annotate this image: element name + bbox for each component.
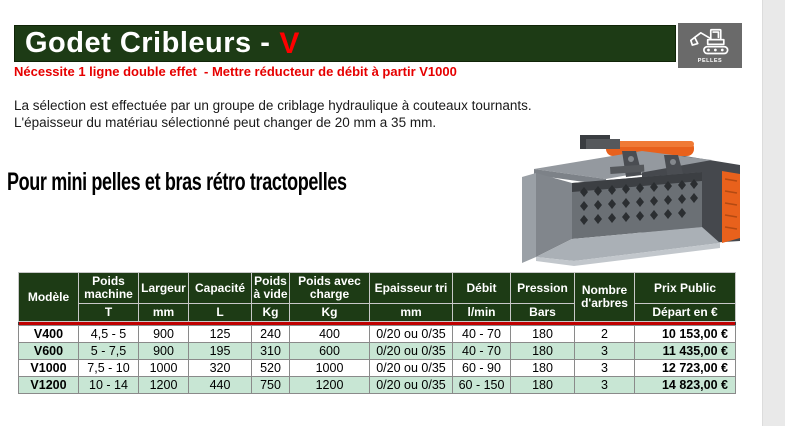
unit-poids-avec-charge: Kg	[289, 303, 370, 322]
unit-debit: l/min	[452, 303, 511, 322]
cell-nombre-arbres: 3	[574, 376, 635, 394]
cell-pression: 180	[510, 342, 575, 360]
cell-capacite: 125	[188, 325, 252, 343]
unit-capacite: L	[188, 303, 252, 322]
screening-bucket-image	[514, 127, 750, 267]
cell-poids-machine: 4,5 - 5	[78, 325, 139, 343]
page-title-model-letter: V	[279, 26, 300, 60]
description-line-2: L'épaisseur du matériau sélectionné peut…	[14, 115, 437, 130]
cell-poids-avec-charge: 400	[289, 325, 370, 343]
cell-debit: 60 - 90	[452, 359, 511, 377]
cell-pression: 180	[510, 325, 575, 343]
cell-largeur: 1000	[138, 359, 189, 377]
cell-epaisseur-tri: 0/20 ou 0/35	[369, 359, 453, 377]
col-header-capacite: Capacité	[188, 272, 252, 304]
unit-poids-machine: T	[78, 303, 139, 322]
cell-poids-machine: 10 - 14	[78, 376, 139, 394]
description-line-1: La sélection est effectuée par un groupe…	[14, 98, 532, 113]
cell-poids-avec-charge: 600	[289, 342, 370, 360]
unit-prix-public: Départ en €	[634, 303, 736, 322]
cell-largeur: 900	[138, 325, 189, 343]
table-row-v1200: V1200 10 - 14 1200 440 750 1200 0/20 ou …	[18, 376, 736, 394]
cell-debit: 40 - 70	[452, 342, 511, 360]
cell-epaisseur-tri: 0/20 ou 0/35	[369, 376, 453, 394]
cell-capacite: 440	[188, 376, 252, 394]
unit-largeur: mm	[138, 303, 189, 322]
col-header-epaisseur-tri: Epaisseur tri	[369, 272, 453, 304]
col-header-largeur: Largeur	[138, 272, 189, 304]
col-header-poids-a-vide: Poids à vide	[251, 272, 290, 304]
title-banner: Godet Cribleurs - V	[14, 25, 676, 62]
specifications-table: Modèle Poids machine Largeur Capacité Po…	[18, 272, 736, 394]
col-header-modele: Modèle	[18, 272, 79, 322]
cell-capacite: 320	[188, 359, 252, 377]
requirement-note: Nécessite 1 ligne double effet - Mettre …	[14, 64, 457, 79]
col-header-poids-avec-charge: Poids avec charge	[289, 272, 370, 304]
cell-poids-a-vide: 310	[251, 342, 290, 360]
cell-model: V400	[18, 325, 79, 343]
table-row-v1000: V1000 7,5 - 10 1000 320 520 1000 0/20 ou…	[18, 359, 736, 377]
cell-poids-machine: 7,5 - 10	[78, 359, 139, 377]
icon-caption: PELLES	[697, 58, 723, 64]
col-header-prix-public: Prix Public	[634, 272, 736, 304]
col-header-debit: Débit	[452, 272, 511, 304]
cell-model: V600	[18, 342, 79, 360]
cell-poids-avec-charge: 1200	[289, 376, 370, 394]
cell-model: V1000	[18, 359, 79, 377]
cell-nombre-arbres: 3	[574, 359, 635, 377]
cell-nombre-arbres: 3	[574, 342, 635, 360]
cell-prix: 11 435,00 €	[634, 342, 736, 360]
unit-pression: Bars	[510, 303, 575, 322]
cell-capacite: 195	[188, 342, 252, 360]
col-header-pression: Pression	[510, 272, 575, 304]
page-edge-strip	[762, 0, 785, 426]
table-unit-row: T mm L Kg Kg mm l/min Bars Départ en €	[19, 303, 736, 322]
cell-largeur: 1200	[138, 376, 189, 394]
cell-epaisseur-tri: 0/20 ou 0/35	[369, 325, 453, 343]
cell-debit: 40 - 70	[452, 325, 511, 343]
section-heading: Pour mini pelles et bras rétro tractopel…	[7, 168, 347, 196]
description-paragraph: La sélection est effectuée par un groupe…	[14, 97, 532, 131]
unit-epaisseur-tri: mm	[369, 303, 453, 322]
table-row-v400: V400 4,5 - 5 900 125 240 400 0/20 ou 0/3…	[18, 325, 736, 343]
cell-prix: 12 723,00 €	[634, 359, 736, 377]
table-header-row: Modèle Poids machine Largeur Capacité Po…	[18, 272, 736, 322]
cell-poids-avec-charge: 1000	[289, 359, 370, 377]
cell-pression: 180	[510, 359, 575, 377]
cell-epaisseur-tri: 0/20 ou 0/35	[369, 342, 453, 360]
cell-poids-a-vide: 520	[251, 359, 290, 377]
cell-pression: 180	[510, 376, 575, 394]
cell-poids-machine: 5 - 7,5	[78, 342, 139, 360]
cell-prix: 10 153,00 €	[634, 325, 736, 343]
cell-poids-a-vide: 240	[251, 325, 290, 343]
category-icon-box: PELLES	[678, 23, 742, 68]
cell-largeur: 900	[138, 342, 189, 360]
excavator-icon	[687, 27, 733, 57]
col-header-poids-machine: Poids machine	[78, 272, 139, 304]
unit-poids-a-vide: Kg	[251, 303, 290, 322]
cell-prix: 14 823,00 €	[634, 376, 736, 394]
col-header-nombre-arbres: Nombre d'arbres	[574, 272, 635, 322]
cell-model: V1200	[18, 376, 79, 394]
cell-poids-a-vide: 750	[251, 376, 290, 394]
cell-debit: 60 - 150	[452, 376, 511, 394]
header-separator-line	[18, 321, 736, 326]
page-title: Godet Cribleurs -	[25, 27, 271, 59]
cell-nombre-arbres: 2	[574, 325, 635, 343]
table-row-v600: V600 5 - 7,5 900 195 310 600 0/20 ou 0/3…	[18, 342, 736, 360]
